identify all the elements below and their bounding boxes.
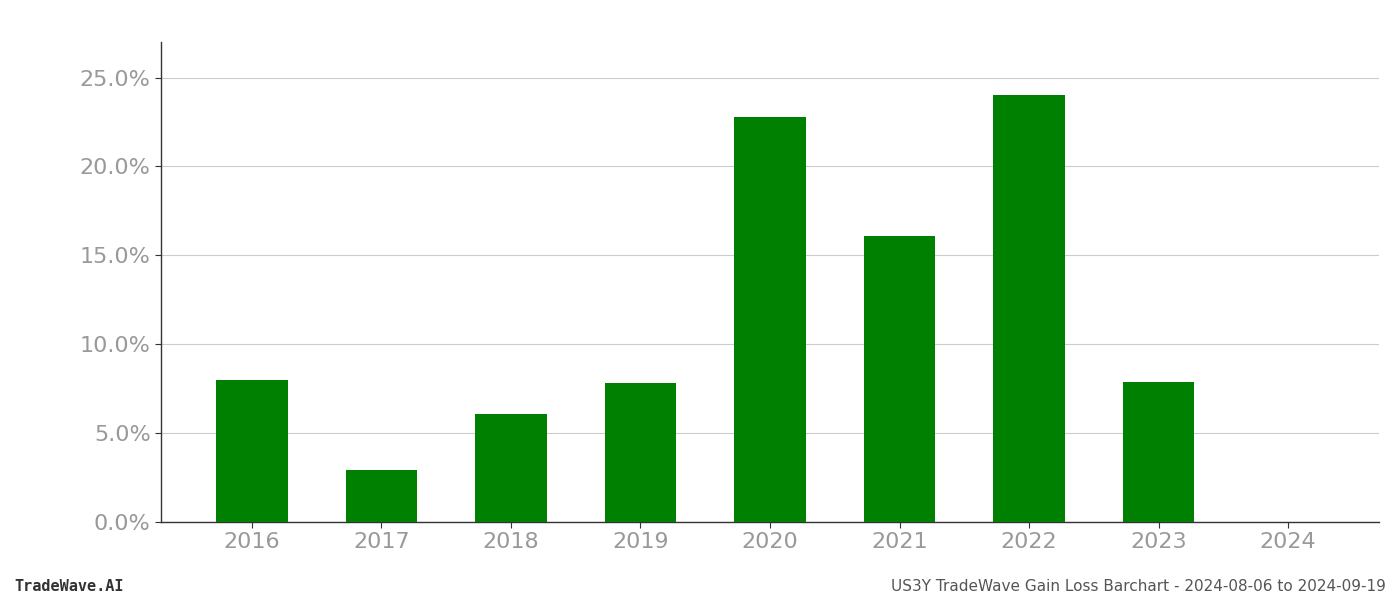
Text: TradeWave.AI: TradeWave.AI [14,579,123,594]
Bar [346,470,417,522]
Bar [476,413,546,522]
Bar [605,383,676,522]
Bar [735,116,805,522]
Bar [217,380,287,522]
Bar [994,95,1064,522]
Text: US3Y TradeWave Gain Loss Barchart - 2024-08-06 to 2024-09-19: US3Y TradeWave Gain Loss Barchart - 2024… [892,579,1386,594]
Bar [864,236,935,522]
Bar [1123,382,1194,522]
